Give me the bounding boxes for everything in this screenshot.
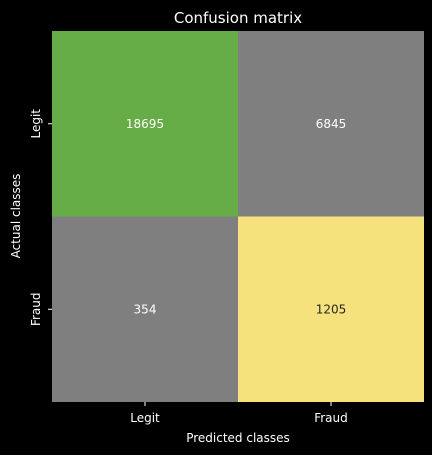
y-tick-label-1: Fraud	[29, 292, 43, 326]
heatmap-cell-1-1	[238, 216, 424, 402]
y-axis-ticks: Legit Fraud	[29, 109, 52, 326]
heatmap-cell-1-0	[52, 216, 238, 402]
heatmap-cell-0-1	[238, 31, 424, 217]
chart-title: Confusion matrix	[174, 9, 302, 27]
heatmap-cell-0-0	[52, 31, 238, 217]
x-tick-label-0: Legit	[130, 411, 160, 425]
y-tick-label-0: Legit	[29, 109, 43, 139]
cell-value-1-0: 354	[134, 302, 157, 316]
x-tick-label-1: Fraud	[314, 411, 348, 425]
heatmap-cells	[52, 31, 424, 402]
heatmap-cell-labels: 18695 6845 354 1205	[126, 117, 346, 317]
cell-value-0-1: 6845	[316, 117, 347, 131]
cell-value-0-0: 18695	[126, 117, 164, 131]
x-axis-ticks: Legit Fraud	[130, 402, 348, 425]
y-axis-label: Actual classes	[9, 174, 23, 259]
cell-value-1-1: 1205	[316, 302, 347, 316]
x-axis-label: Predicted classes	[186, 431, 290, 445]
